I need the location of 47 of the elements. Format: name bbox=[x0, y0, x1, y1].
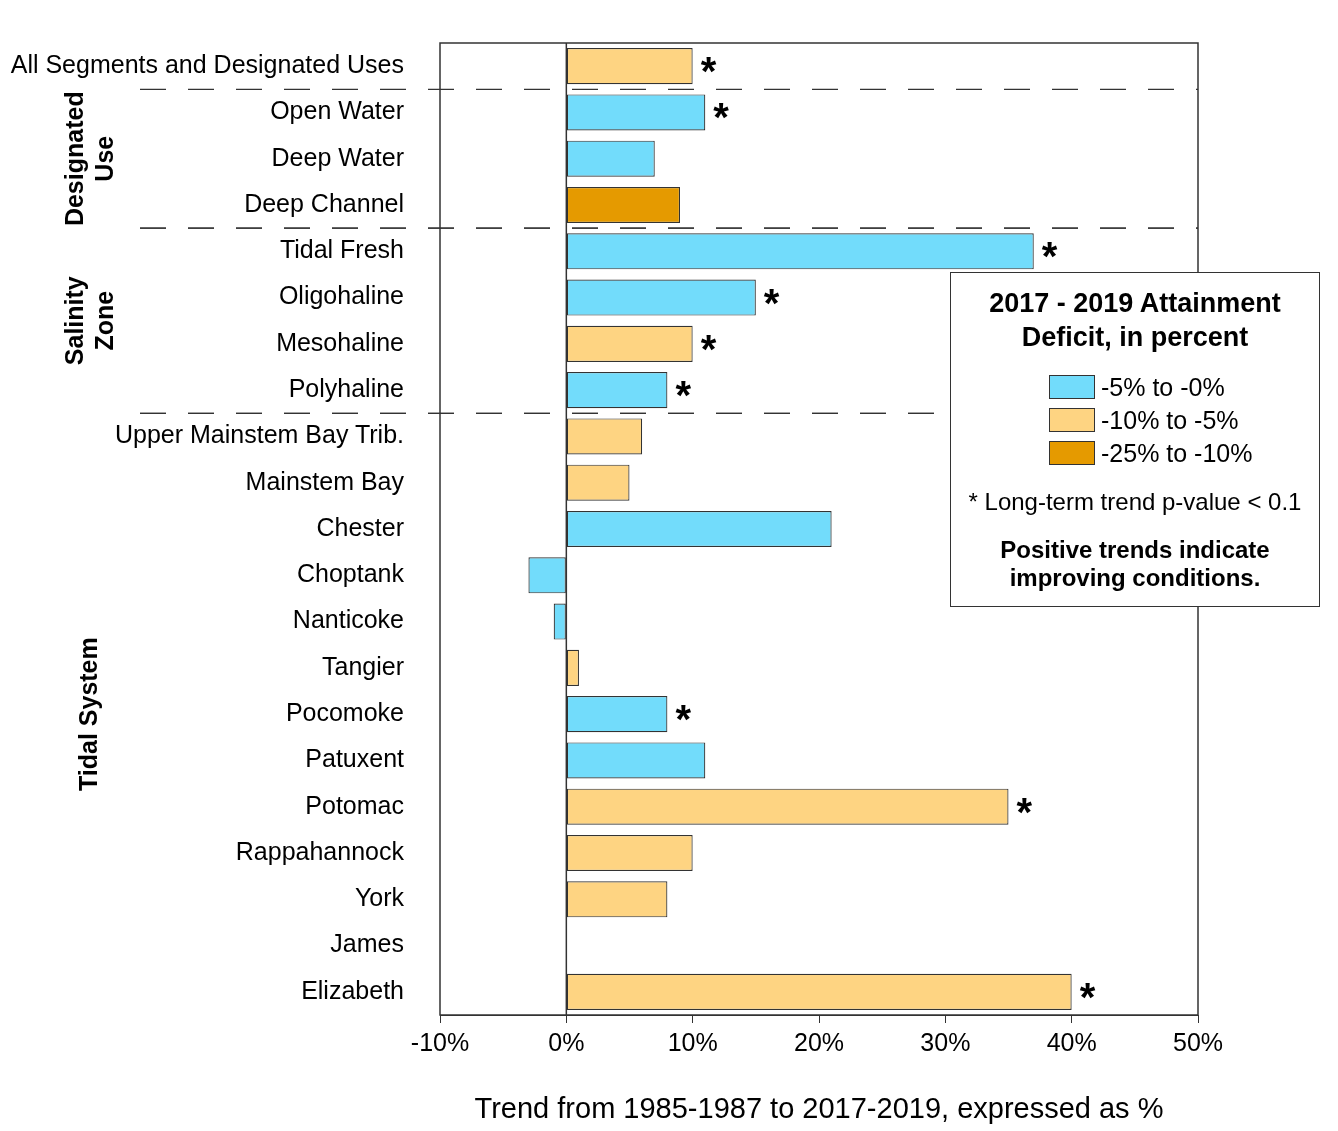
y-tick-label: Rappahannock bbox=[235, 836, 405, 865]
text: Designated Use bbox=[59, 91, 118, 227]
y-tick-label: Tangier bbox=[322, 651, 404, 680]
text: Salinity Zone bbox=[59, 276, 118, 366]
annotation: * bbox=[1079, 974, 1096, 1019]
annotation: * bbox=[713, 95, 730, 140]
y-tick-label: Open Water bbox=[270, 96, 404, 125]
y-tick-label: Mainstem Bay bbox=[245, 466, 405, 495]
y-tick-label: All Segments and Designated Uses bbox=[10, 50, 404, 79]
y-tick-label: Mesohaline bbox=[276, 327, 404, 356]
annotation: * bbox=[675, 697, 692, 742]
x-tick-label: 10% bbox=[667, 1027, 718, 1056]
x-tick-label: 50% bbox=[1172, 1027, 1224, 1056]
legend-label: -25% to -10% bbox=[1101, 438, 1253, 468]
y-tick-label: Tidal Fresh bbox=[279, 235, 404, 264]
y-tick-label: Pocomoke bbox=[285, 698, 404, 727]
annotation: Positive trends indicate improving conditions. bbox=[999, 535, 1271, 592]
annotation: * bbox=[675, 373, 692, 418]
x-tick-label: 30% bbox=[920, 1027, 971, 1056]
legend-label: -10% to -5% bbox=[1101, 405, 1239, 435]
x-tick-label: 20% bbox=[793, 1027, 845, 1056]
text: Tidal System bbox=[73, 637, 102, 792]
y-tick-label: James bbox=[330, 929, 404, 958]
y-tick-label: Chester bbox=[316, 512, 404, 541]
y-tick-label: Deep Water bbox=[271, 142, 404, 171]
x-tick-label: -10% bbox=[410, 1027, 470, 1056]
y-tick-label: Deep Channel bbox=[244, 188, 404, 217]
y-tick-label: Nanticoke bbox=[292, 605, 404, 634]
y-tick-label: Elizabeth bbox=[301, 975, 404, 1004]
legend-title: 2017 - 2019 Attainment Deficit, in percent bbox=[988, 287, 1282, 354]
y-tick-label: Upper Mainstem Bay Trib. bbox=[115, 420, 404, 449]
x-tick-label: 40% bbox=[1046, 1027, 1097, 1056]
y-tick-label: Choptank bbox=[296, 559, 405, 588]
annotation: * bbox=[700, 326, 717, 371]
annotation: * Long-term trend p-value < 0.1 bbox=[967, 487, 1303, 516]
annotation: * bbox=[700, 49, 717, 94]
y-tick-label: York bbox=[354, 883, 405, 912]
annotation: * bbox=[1041, 234, 1058, 279]
y-tick-label: Polyhaline bbox=[288, 374, 404, 403]
annotation: * bbox=[1016, 789, 1033, 834]
annotation: * bbox=[763, 280, 780, 325]
x-tick-label: 0% bbox=[548, 1027, 585, 1056]
x-axis-title: Trend from 1985-1987 to 2017-2019, expressed as % bbox=[474, 1091, 1164, 1124]
legend-label: -5% to -0% bbox=[1101, 372, 1225, 402]
y-tick-label: Oligohaline bbox=[278, 281, 404, 310]
y-tick-label: Potomac bbox=[305, 790, 404, 819]
y-tick-label: Patuxent bbox=[305, 744, 405, 773]
